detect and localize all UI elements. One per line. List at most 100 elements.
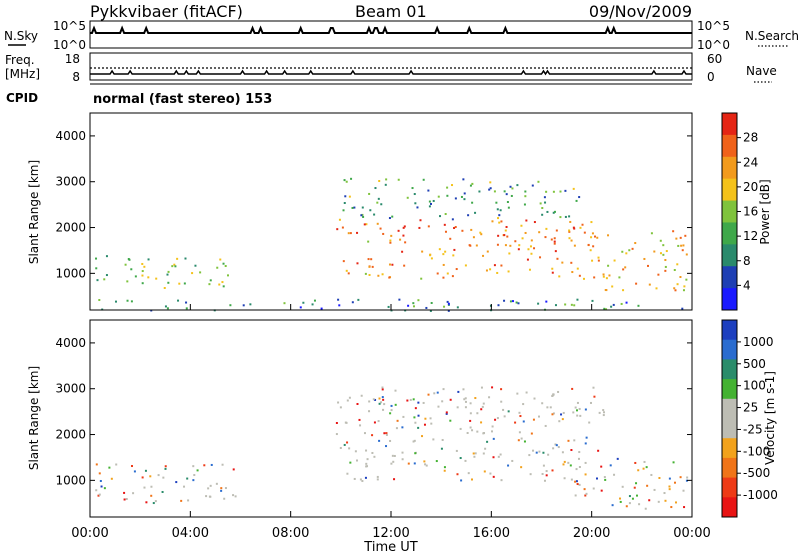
range-cell [155,277,158,280]
range-cell [367,240,370,243]
range-cell [353,477,356,480]
range-cell [551,413,554,416]
range-cell [541,207,544,210]
range-cell [443,305,446,308]
range-cell [676,263,679,266]
range-cell [505,225,508,228]
range-cell [544,236,547,239]
range-cell [452,254,455,257]
range-cell [642,467,645,470]
range-cell [337,401,340,404]
range-cell [361,206,364,209]
range-cell [404,241,407,244]
range-cell [612,303,615,306]
range-cell [371,265,374,268]
x-tick-label: 12:00 [372,526,409,541]
range-cell [208,495,211,498]
range-cell [509,244,512,247]
range-cell [496,417,499,420]
range-cell [453,227,456,230]
nave-label: Nave [746,64,777,78]
range-cell [186,477,189,480]
range-cell [403,264,406,267]
range-cell [611,504,614,507]
range-cell [535,451,538,454]
range-cell [489,268,492,271]
range-cell [373,421,376,424]
range-cell [541,402,544,405]
range-cell [338,218,341,221]
x-tick-label: 00:00 [71,526,108,541]
range-cell [335,422,338,425]
range-cell [407,462,410,465]
range-cell [441,400,444,403]
range-cell [401,426,404,429]
range-cell [551,267,554,270]
range-cell [427,189,430,192]
range-cell [414,202,417,205]
range-cell [517,439,520,442]
range-cell [387,305,390,308]
range-cell [402,234,405,237]
range-cell [350,177,353,180]
range-cell [471,182,474,185]
range-cell [348,195,351,198]
range-cell [603,307,606,310]
colorbar-tick-label: 12 [743,229,758,243]
range-cell [624,266,627,269]
range-cell [199,271,202,274]
range-cell [459,427,462,430]
y-tick-label: 3000 [55,382,86,396]
range-cell [657,273,660,276]
range-cell [464,397,467,400]
range-cell [363,432,366,435]
range-cell [532,449,535,452]
range-cell [560,413,563,416]
range-cell [224,487,227,490]
range-cell [479,231,482,234]
range-cell [412,305,415,308]
range-cell [417,299,420,302]
range-cell [682,244,685,247]
range-cell [602,273,605,276]
colorbar-tick-label: 28 [743,131,758,145]
colorbar-swatch [722,477,737,498]
range-cell [470,228,473,231]
y-tick-label: 3000 [55,175,86,189]
range-cell [635,282,638,285]
range-cell [365,462,368,465]
range-cell [302,301,305,304]
range-cell [575,199,578,202]
range-cell [625,505,628,508]
x-tick-label: 04:00 [172,526,209,541]
range-cell [491,220,494,223]
range-cell [593,395,596,398]
y-tick-label: 2000 [55,428,86,442]
range-cell [174,265,177,268]
range-cell [103,487,106,490]
range-cell [520,224,523,227]
range-cell [500,220,503,223]
nsky-frame [89,20,693,49]
range-cell [166,273,169,276]
range-cell [311,303,314,306]
range-cell [609,464,612,467]
range-cell [658,476,661,479]
range-cell [173,263,176,266]
range-cell [456,473,459,476]
range-cell [471,429,474,432]
range-cell [625,252,628,255]
range-cell [568,215,571,218]
range-cell [597,256,600,259]
range-cell [176,257,179,260]
range-cell [149,475,152,478]
range-cell [125,497,128,500]
range-cell [427,393,430,396]
range-cell [598,411,601,414]
range-cell [358,418,361,421]
range-cell [611,285,614,288]
range-cell [432,199,435,202]
range-cell [570,261,573,264]
range-cell [520,437,523,440]
range-cell [249,303,252,306]
